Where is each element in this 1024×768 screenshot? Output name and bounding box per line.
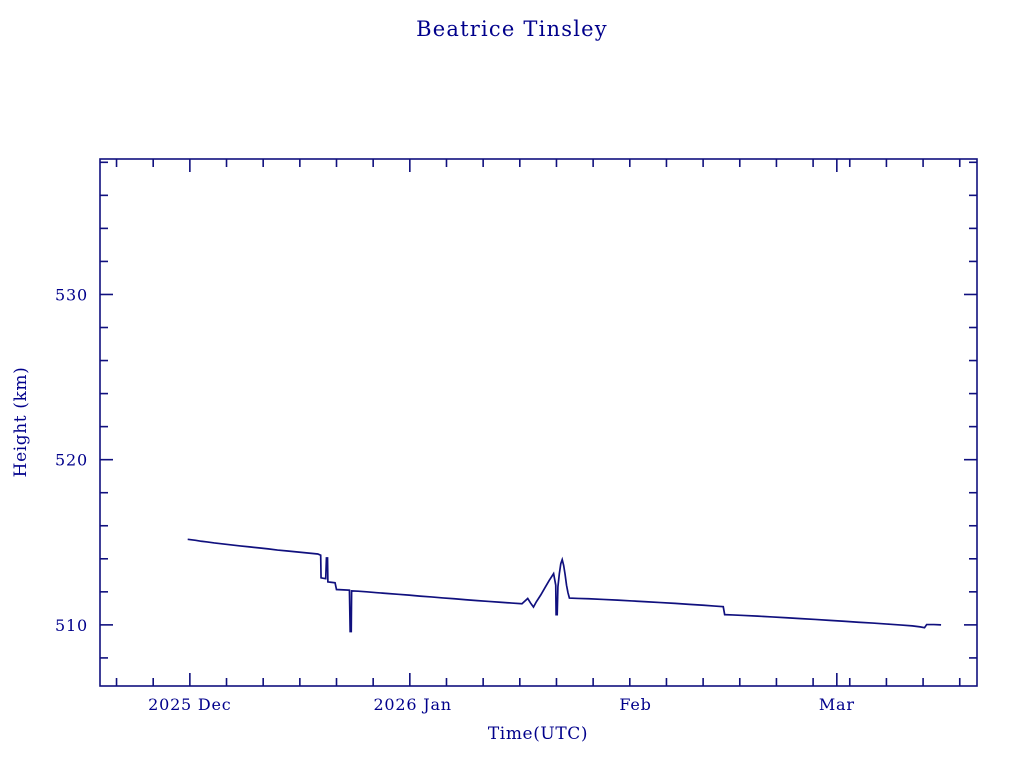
x-tick-label: Mar: [819, 695, 855, 714]
x-axis-ticks: [115, 159, 961, 686]
y-tick-label: 510: [55, 616, 88, 635]
height-data-line: [187, 538, 942, 633]
plot-frame: [99, 158, 978, 687]
chart-title: Beatrice Tinsley: [416, 17, 608, 41]
y-axis-title: Height (km): [11, 367, 31, 478]
x-tick-label: Feb: [619, 695, 651, 714]
y-tick-label: 520: [55, 451, 88, 470]
x-axis-tick-labels: 2025 Dec 2026 Jan Feb Mar: [148, 695, 855, 714]
x-tick-label: 2025 Dec: [148, 695, 231, 714]
y-axis-tick-labels: 510 520 530: [55, 285, 88, 635]
y-axis-ticks: [100, 161, 977, 659]
x-tick-label: 2026 Jan: [373, 695, 451, 714]
y-tick-label: 530: [55, 285, 88, 304]
x-axis-title: Time(UTC): [488, 724, 588, 744]
